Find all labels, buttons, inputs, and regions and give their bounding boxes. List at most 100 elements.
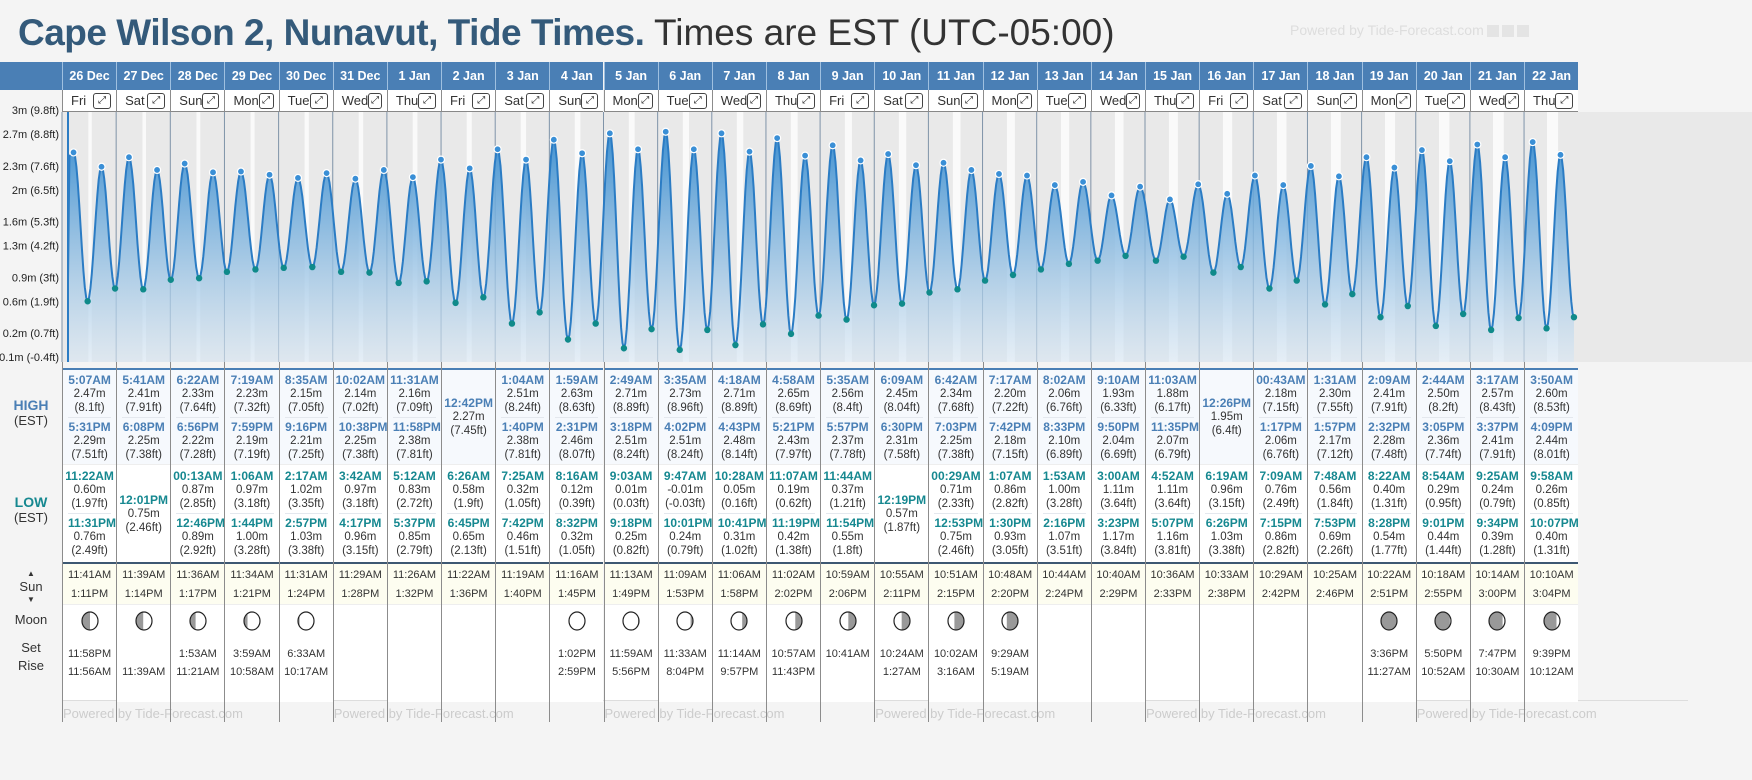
high-tide-point[interactable] [1107, 191, 1116, 200]
low-tide-point[interactable] [508, 320, 516, 327]
expand-day-icon[interactable]: ⤢ [1284, 92, 1303, 109]
expand-day-icon[interactable]: ⤢ [93, 92, 112, 109]
low-tide-point[interactable] [252, 266, 259, 273]
high-tide-point[interactable] [408, 173, 417, 182]
high-tide-point[interactable] [1501, 153, 1510, 162]
high-tide-point[interactable] [745, 147, 754, 156]
expand-day-icon[interactable]: ⤢ [1230, 92, 1249, 109]
low-tide-point[interactable] [815, 312, 822, 319]
high-tide-point[interactable] [1417, 145, 1427, 155]
expand-day-icon[interactable]: ⤢ [1016, 92, 1032, 109]
low-tide-point[interactable] [981, 277, 989, 284]
low-tide-point[interactable] [1065, 260, 1073, 268]
high-tide-point[interactable] [717, 129, 726, 138]
high-tide-point[interactable] [1022, 171, 1032, 180]
high-tide-point[interactable] [1050, 180, 1059, 190]
high-tide-point[interactable] [1165, 195, 1175, 204]
expand-day-icon[interactable]: ⤢ [147, 92, 166, 109]
expand-day-icon[interactable]: ⤢ [309, 92, 328, 109]
low-tide-point[interactable] [1266, 285, 1273, 292]
high-tide-point[interactable] [1473, 140, 1482, 149]
expand-day-icon[interactable]: ⤢ [851, 92, 870, 109]
high-tide-point[interactable] [994, 169, 1004, 179]
high-tide-point[interactable] [939, 158, 948, 167]
high-tide-point[interactable] [293, 173, 303, 183]
expand-day-icon[interactable]: ⤢ [1339, 92, 1357, 109]
expand-day-icon[interactable]: ⤢ [1555, 92, 1574, 109]
high-tide-point[interactable] [911, 161, 921, 170]
high-tide-point[interactable] [1223, 189, 1232, 198]
expand-day-icon[interactable]: ⤢ [472, 92, 491, 109]
high-tide-point[interactable] [661, 127, 670, 136]
expand-day-icon[interactable]: ⤢ [258, 92, 274, 109]
high-tide-point[interactable] [493, 145, 502, 154]
low-tide-point[interactable] [1459, 310, 1467, 318]
high-tide-point[interactable] [1390, 163, 1399, 172]
low-tide-point[interactable] [704, 326, 711, 334]
low-tide-point[interactable] [1180, 253, 1187, 260]
low-tide-point[interactable] [1487, 326, 1495, 334]
expand-day-icon[interactable]: ⤢ [526, 92, 545, 109]
expand-day-icon[interactable]: ⤢ [202, 92, 220, 109]
low-tide-point[interactable] [167, 276, 174, 283]
high-tide-point[interactable] [1306, 161, 1315, 171]
high-tide-point[interactable] [465, 164, 474, 173]
low-tide-point[interactable] [1152, 257, 1160, 264]
low-tide-point[interactable] [759, 321, 767, 328]
low-tide-point[interactable] [648, 325, 655, 333]
low-tide-point[interactable] [195, 274, 203, 282]
low-tide-point[interactable] [564, 336, 572, 343]
high-tide-point[interactable] [1362, 153, 1371, 162]
high-tide-point[interactable] [549, 135, 558, 144]
low-tide-point[interactable] [395, 279, 402, 287]
low-tide-point[interactable] [1293, 277, 1300, 284]
expand-day-icon[interactable]: ⤢ [1067, 92, 1086, 109]
low-tide-point[interactable] [366, 269, 373, 276]
expand-day-icon[interactable]: ⤢ [960, 92, 978, 109]
low-tide-point[interactable] [423, 278, 430, 285]
expand-day-icon[interactable]: ⤢ [1176, 92, 1195, 109]
high-tide-point[interactable] [633, 145, 643, 154]
high-tide-point[interactable] [322, 169, 331, 178]
low-tide-point[interactable] [1094, 257, 1101, 264]
low-tide-point[interactable] [111, 285, 119, 292]
expand-day-icon[interactable]: ⤢ [1126, 92, 1140, 109]
low-tide-point[interactable] [1349, 290, 1356, 298]
high-tide-point[interactable] [1334, 172, 1344, 181]
high-tide-point[interactable] [97, 162, 106, 171]
expand-day-icon[interactable]: ⤢ [368, 92, 382, 109]
high-tide-point[interactable] [521, 155, 531, 164]
expand-day-icon[interactable]: ⤢ [797, 92, 816, 109]
high-tide-point[interactable] [884, 149, 893, 159]
low-tide-point[interactable] [452, 299, 459, 307]
low-tide-point[interactable] [592, 320, 599, 327]
expand-day-icon[interactable]: ⤢ [637, 92, 653, 109]
high-tide-point[interactable] [208, 168, 218, 177]
low-tide-point[interactable] [1009, 271, 1017, 279]
high-tide-point[interactable] [236, 167, 246, 176]
high-tide-point[interactable] [773, 133, 782, 143]
expand-day-icon[interactable]: ⤢ [688, 92, 707, 109]
low-tide-point[interactable] [620, 345, 628, 352]
high-tide-point[interactable] [578, 149, 587, 158]
high-tide-point[interactable] [1250, 171, 1260, 180]
low-tide-point[interactable] [1570, 314, 1578, 321]
high-tide-point[interactable] [689, 145, 698, 154]
high-tide-point[interactable] [828, 141, 837, 150]
high-tide-point[interactable] [800, 151, 810, 160]
expand-day-icon[interactable]: ⤢ [1446, 92, 1465, 109]
low-tide-point[interactable] [1432, 322, 1440, 330]
low-tide-point[interactable] [337, 268, 345, 276]
low-tide-point[interactable] [843, 316, 850, 323]
high-tide-point[interactable] [265, 170, 274, 179]
low-tide-point[interactable] [926, 289, 933, 296]
low-tide-point[interactable] [787, 330, 795, 338]
low-tide-point[interactable] [1404, 302, 1411, 310]
expand-day-icon[interactable]: ⤢ [1395, 92, 1411, 109]
low-tide-point[interactable] [676, 346, 683, 354]
expand-day-icon[interactable]: ⤢ [581, 92, 599, 109]
expand-day-icon[interactable]: ⤢ [1505, 92, 1520, 109]
high-tide-point[interactable] [1556, 150, 1565, 159]
low-tide-point[interactable] [1543, 325, 1550, 332]
high-tide-point[interactable] [180, 159, 189, 168]
